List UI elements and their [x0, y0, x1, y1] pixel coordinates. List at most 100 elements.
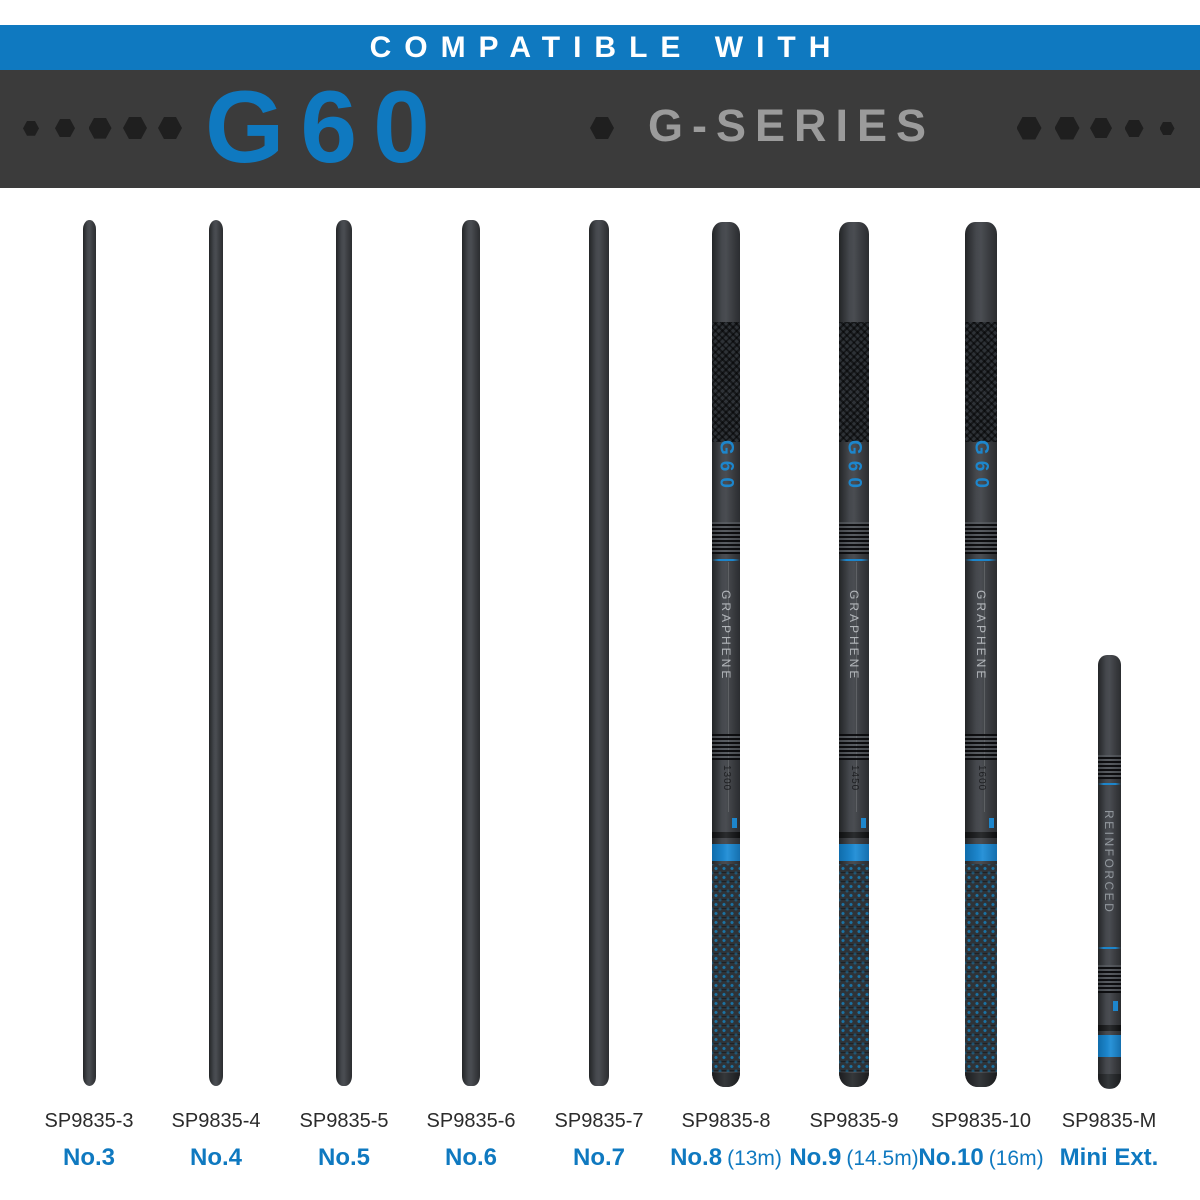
graphene-mark: GRAPHENE: [719, 590, 733, 682]
series-name: G-SERIES: [648, 100, 936, 151]
pole-label-block: SP9835-3 No.3: [4, 1110, 174, 1172]
pole-sku-label: SP9835-10: [930, 1110, 1032, 1132]
tick-marks: [1097, 755, 1121, 779]
length-mark: 1450: [849, 765, 860, 792]
graphene-mark: GRAPHENE: [847, 590, 861, 682]
pole-rod-no10: G60 GRAPHENE 1600: [965, 222, 997, 1087]
carbon-weave-section: [712, 322, 740, 442]
blue-hairline: [839, 559, 869, 561]
pole-size-text: (14.5m): [846, 1147, 919, 1170]
blue-hairline: [712, 559, 740, 561]
blue-band: [1097, 1035, 1121, 1057]
blue-hairline: [965, 559, 997, 561]
pole-number-text: No.9: [789, 1144, 842, 1171]
pole-label-block: SP9835-10 No.10 (16m): [896, 1110, 1066, 1172]
blue-chip: [732, 818, 737, 828]
hex-dot-icon: [88, 117, 112, 139]
pole-sku-label: SP9835-5: [299, 1110, 389, 1132]
pole-label-block: SP9835-4 No.4: [131, 1110, 301, 1172]
pole-label-block: SP9835-5 No.5: [259, 1110, 429, 1172]
pole-label-block: SP9835-6 No.6: [386, 1110, 556, 1172]
bottom-cap: [712, 1073, 740, 1087]
pole-sku-label: SP9835-8: [681, 1110, 771, 1132]
pole-number-text: No.7: [572, 1144, 625, 1171]
hex-dot-icon: [1054, 116, 1080, 140]
hex-dot-icon: [1159, 121, 1175, 136]
grip-section: [965, 864, 997, 1072]
tick-marks: [1097, 965, 1121, 993]
hex-dot-icon: [55, 119, 75, 138]
hex-dot-icon: [590, 117, 614, 140]
bottom-cap: [965, 1073, 997, 1087]
pole-size-text: (13m): [727, 1147, 782, 1170]
bottom-cap: [839, 1073, 869, 1087]
sheen-line: [983, 562, 985, 812]
pole-number-text: Mini Ext.: [1059, 1144, 1159, 1171]
hex-dot-icon: [1124, 119, 1144, 137]
joint-ring: [712, 832, 740, 838]
hex-dot-icon: [158, 117, 182, 140]
g60-mark: G60: [970, 440, 992, 494]
pole-number-text: No.10: [918, 1144, 984, 1171]
pole-number-text: No.5: [317, 1144, 370, 1171]
carbon-weave-section: [839, 322, 869, 442]
pole-rod-no9: G60 GRAPHENE 1450: [839, 222, 869, 1087]
blue-band: [712, 844, 740, 861]
carbon-weave-section: [965, 322, 997, 442]
compatible-with-label: COMPATIBLE WITH: [369, 30, 844, 64]
pole-rod-miniext: REINFORCED: [1097, 655, 1121, 1089]
pole-rod-no7: [589, 220, 609, 1086]
pole-number-label: No.6: [386, 1144, 556, 1172]
blue-hairline: [1097, 783, 1121, 785]
pole-label-block: SP9835-8 No.8 (13m): [641, 1110, 811, 1172]
blue-band: [965, 844, 997, 861]
pole-rod-no8: G60 GRAPHENE 1300: [712, 222, 740, 1087]
pole-number-text: No.3: [62, 1144, 115, 1171]
hex-dot-icon: [1016, 116, 1042, 140]
pole-number-label: No.9 (14.5m): [769, 1144, 939, 1172]
pole-number-label: No.3: [4, 1144, 174, 1172]
pole-number-label: No.7: [514, 1144, 684, 1172]
grip-section: [712, 864, 740, 1072]
pole-sku-label: SP9835-9: [809, 1110, 899, 1132]
blue-chip: [989, 818, 994, 828]
pole-sku-label: SP9835-4: [171, 1110, 261, 1132]
length-mark: 1600: [976, 765, 987, 792]
pole-size-text: (16m): [988, 1147, 1044, 1170]
joint-ring: [965, 832, 997, 838]
pole-sku-label: SP9835-3: [44, 1110, 134, 1132]
blue-band: [839, 844, 869, 861]
tick-marks: [839, 734, 869, 760]
g60-mark: G60: [843, 440, 865, 494]
blue-chip: [1112, 1001, 1118, 1011]
joint-ring: [1097, 1025, 1121, 1031]
pole-sku-label: SP9835-M: [1061, 1110, 1157, 1132]
bottom-cap: [1097, 1074, 1121, 1088]
pole-rod-no4: [209, 220, 223, 1086]
pole-number-label: No.5: [259, 1144, 429, 1172]
length-mark: 1300: [721, 765, 732, 792]
blue-chip: [861, 818, 866, 828]
pole-number-label: No.10 (16m): [896, 1144, 1066, 1172]
pole-label-block: SP9835-7 No.7: [514, 1110, 684, 1172]
hex-dot-icon: [23, 121, 39, 136]
pole-number-label: Mini Ext.: [1024, 1144, 1194, 1172]
tick-marks: [965, 734, 997, 760]
blue-hairline: [1097, 947, 1121, 949]
tick-marks: [839, 522, 869, 554]
tick-marks: [712, 522, 740, 554]
pole-sku-label: SP9835-6: [426, 1110, 516, 1132]
pole-label-block: SP9835-9 No.9 (14.5m): [769, 1110, 939, 1172]
g60-mark: G60: [715, 440, 737, 494]
compatible-with-banner: COMPATIBLE WITH: [0, 25, 1200, 70]
hex-dot-icon: [123, 117, 147, 140]
pole-sku-label: SP9835-7: [554, 1110, 644, 1132]
pole-label-block: SP9835-M Mini Ext.: [1024, 1110, 1194, 1172]
pole-rod-no3: [82, 220, 96, 1086]
grip-section: [839, 864, 869, 1072]
sheen-line: [728, 562, 730, 812]
graphene-mark: GRAPHENE: [974, 590, 988, 682]
pole-rod-no5: [336, 220, 352, 1086]
pole-number-text: No.8: [670, 1144, 723, 1171]
